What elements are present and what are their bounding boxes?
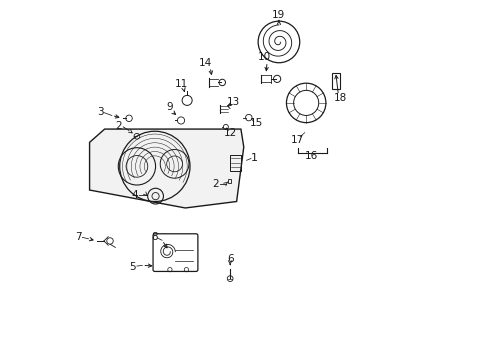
Text: 17: 17	[290, 135, 304, 145]
Text: 2: 2	[115, 121, 122, 131]
Polygon shape	[89, 129, 244, 208]
Text: 10: 10	[258, 52, 270, 62]
Text: 5: 5	[129, 262, 136, 272]
Text: 1: 1	[250, 153, 258, 163]
Text: 7: 7	[75, 232, 82, 242]
Text: 15: 15	[249, 118, 262, 128]
Text: 4: 4	[132, 190, 138, 201]
Text: 18: 18	[333, 93, 346, 103]
Text: 2: 2	[211, 179, 218, 189]
Bar	[331, 73, 339, 89]
Text: 3: 3	[97, 107, 103, 117]
Bar	[230, 155, 241, 171]
Text: 11: 11	[175, 79, 188, 89]
Text: 16: 16	[304, 150, 317, 161]
Text: 6: 6	[226, 254, 233, 264]
Text: 8: 8	[150, 232, 157, 242]
Text: 13: 13	[226, 97, 239, 107]
Text: 9: 9	[166, 102, 173, 112]
Text: 12: 12	[223, 128, 236, 138]
Text: 19: 19	[272, 10, 285, 20]
Bar	[227, 179, 231, 183]
Text: 14: 14	[199, 58, 212, 68]
